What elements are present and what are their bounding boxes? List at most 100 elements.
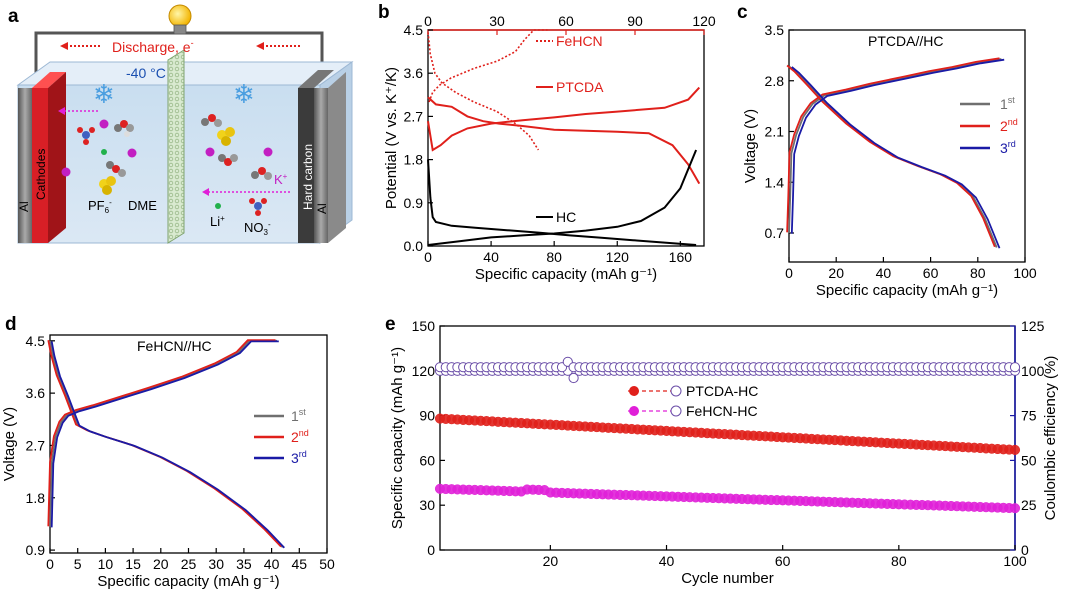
x-tick-label: 30 xyxy=(489,13,505,29)
ion-arrow-lower xyxy=(202,188,290,196)
capacity-point xyxy=(1009,444,1021,455)
series-line-hc-discharge xyxy=(427,159,697,246)
y-tick-label: 0.0 xyxy=(404,238,424,254)
x-tick-label: 120 xyxy=(606,249,630,265)
legend-label-fehcn-hc: FeHCN-HC xyxy=(686,403,758,419)
y-tick-label: 0 xyxy=(1021,542,1029,558)
legend-marker-efficiency xyxy=(670,405,682,417)
y-tick-label: 75 xyxy=(1021,408,1037,424)
efficiency-point xyxy=(568,372,579,384)
x-tick-label: 40 xyxy=(483,249,499,265)
dme-molecule-icon xyxy=(106,161,126,177)
k-ion-label: K+ xyxy=(274,172,288,187)
y-axis-label: Voltage (V) xyxy=(742,109,759,183)
k-ion-icon xyxy=(263,147,273,157)
pf6-label: PF6- xyxy=(88,198,112,215)
panel-label-d: d xyxy=(5,314,17,335)
legend-label-cycle-1: 1st xyxy=(291,407,306,424)
legend-label-ptcda: PTCDA xyxy=(556,79,604,95)
y-tick-label: 4.5 xyxy=(26,333,46,349)
no3-molecule-icon xyxy=(249,198,267,216)
x-tick-label: 5 xyxy=(74,556,82,572)
x-tick-label: 50 xyxy=(319,556,335,572)
y-tick-label: 30 xyxy=(419,497,435,513)
series-line-fehcn-charge xyxy=(428,29,548,103)
legend-label-fehcn: FeHCN xyxy=(556,33,603,49)
x-tick-label: 0 xyxy=(424,249,432,265)
y-tick-label: 125 xyxy=(1021,318,1045,334)
chart-annotation: PTCDA//HC xyxy=(868,33,943,49)
discharge-arrow-left xyxy=(60,42,100,50)
y-tick-label: 60 xyxy=(419,452,435,468)
y-axis-label: Voltage (V) xyxy=(1,407,18,481)
al-left-label: Al xyxy=(17,201,31,212)
y-tick-label: 3.6 xyxy=(404,65,424,81)
x-tick-label: 90 xyxy=(627,13,643,29)
cathodes-label: Cathodes xyxy=(34,149,48,200)
y-axis-label: Potential (V vs. K⁺/K) xyxy=(383,67,400,209)
k-ion-icon xyxy=(61,167,71,177)
y-tick-label: 0.9 xyxy=(404,195,424,211)
series-line-ptcda-discharge xyxy=(427,96,701,185)
y-tick-label: 1.8 xyxy=(26,490,46,506)
x-axis-label: Cycle number xyxy=(681,570,774,587)
separator xyxy=(167,49,185,244)
y-tick-label: 120 xyxy=(412,363,436,379)
y-tick-label: 3.5 xyxy=(765,22,785,38)
x-tick-label: 120 xyxy=(692,13,716,29)
y-axis-label: Specific capacity (mAh g⁻¹) xyxy=(389,347,406,529)
series-line-cycle-1-charge xyxy=(49,339,278,527)
cathode-top xyxy=(32,72,66,88)
chart-e: 20 40 60 80 10003060901201500255075100125Cyc… xyxy=(389,318,1059,587)
legend-label-cycle-2: 2nd xyxy=(291,428,309,445)
x-tick-label: 10 xyxy=(98,556,114,572)
x-tick-label: 80 xyxy=(546,249,562,265)
series-line-cycle-2-charge xyxy=(786,57,1000,233)
x-tick-label: 0 xyxy=(785,265,793,281)
series-line-cycle-3-charge xyxy=(790,58,1005,234)
x-tick-label: 45 xyxy=(292,556,308,572)
y2-axis-label: Coulombic efficiency (%) xyxy=(1042,356,1059,521)
efficiency-point xyxy=(1009,362,1021,373)
y-tick-label: 100 xyxy=(1021,363,1045,379)
al-right-side xyxy=(328,72,346,243)
x-tick-label: 15 xyxy=(125,556,141,572)
al-collector-right xyxy=(314,88,328,243)
x-tick-label: 30 xyxy=(208,556,224,572)
k-ion-icon xyxy=(99,119,109,129)
y-tick-label: 2.8 xyxy=(765,73,785,89)
k-ion-icon xyxy=(127,148,137,158)
series-line-cycle-3-discharge xyxy=(50,341,285,549)
x-tick-label: 20 xyxy=(543,553,559,569)
pf6-molecule-icon xyxy=(99,176,116,195)
y-tick-label: 0 xyxy=(427,542,435,558)
legend-label-ptcda-hc: PTCDA-HC xyxy=(686,383,758,399)
li-ion-icon xyxy=(101,149,107,155)
y-tick-label: 2.7 xyxy=(26,437,46,453)
x-tick-label: 80 xyxy=(891,553,907,569)
x-axis-label: Specific capacity (mAh g⁻¹) xyxy=(816,282,998,299)
x-tick-label: 160 xyxy=(669,249,693,265)
panel-label-e: e xyxy=(385,314,396,335)
legend-marker-capacity xyxy=(629,406,639,416)
legend-label-hc: HC xyxy=(556,209,576,225)
x-tick-label: 0 xyxy=(424,13,432,29)
panel-label-a: a xyxy=(8,6,19,27)
chart-b: 0 40 80 120 160 0 30 60 90 120 0.0 0.9 1.8 2.7 3.6 4.5 S… xyxy=(383,13,716,283)
al-right-label: Al xyxy=(315,203,329,214)
panel-label-c: c xyxy=(737,2,748,23)
x-tick-label: 100 xyxy=(1013,265,1037,281)
pf6-molecule-icon xyxy=(217,127,235,146)
panel-a-schematic: a Al Cathodes Hard carbon Al Discharg xyxy=(8,4,354,244)
hard-carbon-label: Hard carbon xyxy=(301,144,315,210)
hc-top xyxy=(298,70,334,88)
chart-d: 0 5 10 15 20 25 30 35 40 45 50 0.9 1.8 2.7 3.6 4.5 Speci… xyxy=(1,333,335,590)
series-line-ptcda-charge xyxy=(427,86,701,152)
series-line-cycle-2-discharge xyxy=(786,64,996,248)
legend-label-cycle-1: 1st xyxy=(1000,95,1015,112)
temperature-label: -40 °C xyxy=(126,65,166,81)
x-axis-label: Specific capacity (mAh g⁻¹) xyxy=(97,573,279,590)
series-line-cycle-1-charge xyxy=(788,58,1002,234)
x-tick-label: 60 xyxy=(558,13,574,29)
